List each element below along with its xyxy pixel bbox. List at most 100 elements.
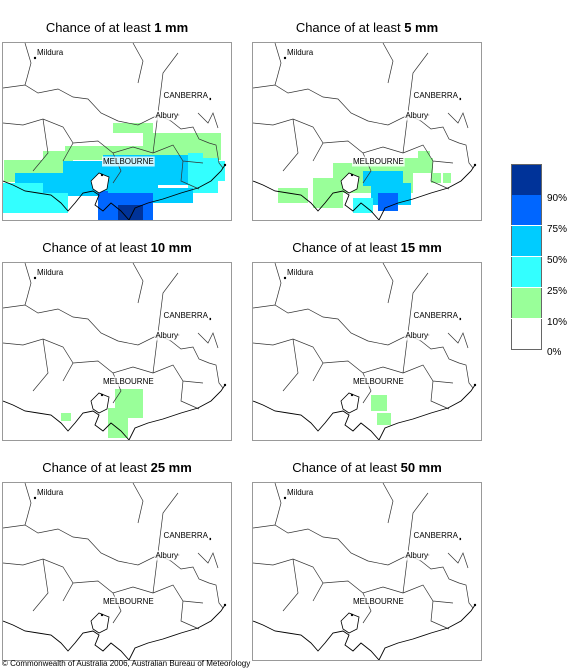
panel-amount: 10 mm bbox=[150, 240, 192, 255]
port-phillip-bay bbox=[340, 172, 360, 194]
panel-title: Chance of at least 1 mm bbox=[45, 20, 189, 35]
district-boundaries bbox=[253, 43, 474, 190]
legend-swatch-90 bbox=[511, 164, 542, 195]
label-background bbox=[154, 330, 179, 341]
rainfall-cell bbox=[313, 178, 343, 208]
legend-swatch-75 bbox=[511, 195, 542, 225]
legend-label-90: 90% bbox=[547, 193, 568, 204]
panel-title: Chance of at least 15 mm bbox=[292, 240, 442, 255]
district-line bbox=[274, 43, 282, 86]
map-victoria: Mildura CANBERRA Albury MELBOURNE bbox=[2, 42, 232, 221]
panel-title: Chance of at least 5 mm bbox=[295, 20, 439, 35]
district-boundaries bbox=[253, 483, 474, 630]
city-label-melbourne: MELBOURNE bbox=[103, 597, 154, 606]
label-background bbox=[412, 530, 460, 541]
city-label-albury: Albury bbox=[405, 551, 428, 560]
coastline bbox=[253, 164, 476, 220]
label-background bbox=[352, 376, 405, 387]
rainfall-cell bbox=[108, 183, 158, 193]
map-victoria: Mildura CANBERRA Albury MELBOURNE bbox=[2, 262, 232, 441]
district-line bbox=[402, 364, 454, 384]
state-border bbox=[253, 304, 474, 389]
city-label-mildura: Mildura bbox=[37, 48, 64, 57]
panel-amount: 25 mm bbox=[150, 460, 192, 475]
district-line bbox=[322, 140, 404, 154]
district-line bbox=[282, 558, 299, 612]
label-background bbox=[286, 47, 315, 58]
rainfall-cell bbox=[113, 123, 153, 133]
city-label-melbourne: MELBOURNE bbox=[103, 157, 154, 166]
district-line bbox=[24, 483, 32, 526]
rainfall-cell bbox=[128, 403, 143, 418]
panel-title: Chance of at least 25 mm bbox=[42, 460, 192, 475]
city-label-canberra: CANBERRA bbox=[414, 531, 459, 540]
district-line bbox=[282, 118, 299, 172]
city-marker-melbourne bbox=[350, 613, 354, 617]
panel-amount: 50 mm bbox=[400, 460, 442, 475]
city-marker-east bbox=[473, 603, 477, 607]
label-background bbox=[102, 376, 155, 387]
district-line bbox=[3, 118, 74, 162]
city-label-mildura: Mildura bbox=[287, 488, 314, 497]
panel-title: Chance of at least 10 mm bbox=[42, 240, 192, 255]
legend-label-75: 75% bbox=[547, 224, 568, 235]
district-line bbox=[402, 584, 454, 604]
label-background bbox=[162, 90, 210, 101]
rainfall-cell bbox=[43, 193, 68, 213]
district-line bbox=[24, 263, 32, 306]
legend-label-0: 0% bbox=[547, 347, 562, 358]
district-line bbox=[382, 43, 394, 84]
label-background bbox=[162, 530, 210, 541]
city-marker-mildura bbox=[283, 496, 287, 500]
rainfall-cell bbox=[61, 413, 71, 421]
district-line bbox=[430, 160, 450, 190]
city-label-melbourne: MELBOURNE bbox=[103, 377, 154, 386]
district-line bbox=[32, 558, 49, 612]
map-victoria: Mildura CANBERRA Albury MELBOURNE bbox=[252, 262, 482, 441]
label-background bbox=[102, 156, 155, 167]
district-line bbox=[152, 584, 204, 604]
district-line bbox=[32, 118, 49, 172]
map-victoria: Mildura CANBERRA Albury MELBOURNE bbox=[252, 42, 482, 221]
act-border bbox=[197, 112, 219, 129]
city-label-canberra: CANBERRA bbox=[164, 311, 209, 320]
city-label-mildura: Mildura bbox=[37, 488, 64, 497]
district-line bbox=[180, 600, 200, 630]
city-marker-east bbox=[223, 603, 227, 607]
act-border bbox=[447, 552, 469, 569]
label-background bbox=[352, 156, 405, 167]
coastline bbox=[253, 604, 476, 660]
district-line bbox=[402, 272, 429, 374]
city-label-melbourne: MELBOURNE bbox=[353, 157, 404, 166]
district-line bbox=[24, 43, 32, 86]
label-background bbox=[286, 267, 315, 278]
city-label-albury: Albury bbox=[405, 331, 428, 340]
district-line bbox=[72, 580, 154, 594]
label-background bbox=[286, 487, 315, 498]
district-line bbox=[3, 558, 74, 602]
coastline bbox=[3, 384, 226, 440]
rainfall-cell bbox=[278, 188, 308, 203]
district-line bbox=[253, 118, 324, 162]
port-phillip-bay bbox=[90, 172, 110, 194]
district-line bbox=[72, 360, 154, 374]
copyright-footer: © Commonwealth of Australia 2006, Austra… bbox=[2, 659, 251, 668]
probability-legend: 90% 75% 50% 25% 10% 0% bbox=[511, 164, 569, 358]
city-label-mildura: Mildura bbox=[287, 268, 314, 277]
district-line bbox=[152, 144, 204, 164]
rainfall-cell bbox=[43, 151, 73, 161]
district-line bbox=[402, 52, 429, 154]
rainfall-cell bbox=[378, 193, 398, 211]
city-marker-melbourne bbox=[100, 173, 104, 177]
legend-label-50: 50% bbox=[547, 255, 568, 266]
rainfall-cell bbox=[203, 138, 221, 158]
coastline bbox=[253, 384, 476, 440]
district-boundaries bbox=[3, 483, 224, 630]
district-line bbox=[132, 483, 144, 524]
city-label-mildura: Mildura bbox=[37, 268, 64, 277]
district-line bbox=[282, 338, 299, 392]
rainfall-cell bbox=[353, 198, 373, 213]
label-background bbox=[154, 110, 179, 121]
label-background bbox=[412, 310, 460, 321]
label-background bbox=[36, 47, 65, 58]
